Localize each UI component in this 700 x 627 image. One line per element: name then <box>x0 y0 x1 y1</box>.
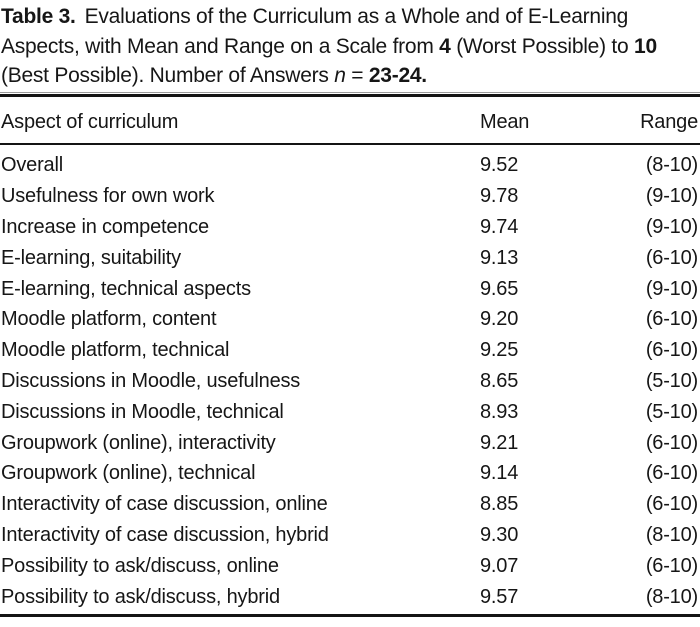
caption-line-3: (Best Possible). Number of Answers n = 2… <box>1 61 700 91</box>
mean-cell: 9.78 <box>480 185 519 208</box>
aspect-cell: Possibility to ask/discuss, hybrid <box>1 585 280 608</box>
range-cell: (8-10) <box>645 585 698 608</box>
mean-cell: 8.93 <box>480 400 519 423</box>
range-cell: (9-10) <box>645 215 698 238</box>
evaluations-table: Aspect of curriculum Mean Range Overall … <box>0 97 700 618</box>
table-row: Overall 9.52 (8-10) <box>0 151 700 182</box>
mean-cell: 9.21 <box>480 431 519 454</box>
aspect-cell: Increase in competence <box>1 215 209 238</box>
table-row: Groupwork (online), technical 9.14 (6-10… <box>0 458 700 489</box>
aspect-cell: E-learning, suitability <box>1 246 181 269</box>
aspect-cell: Interactivity of case discussion, hybrid <box>1 523 329 546</box>
table-row: Discussions in Moodle, technical 8.93 (5… <box>0 397 700 428</box>
mean-cell: 9.07 <box>480 554 519 577</box>
caption-line-1: Table 3. Evaluations of the Curriculum as… <box>1 2 700 32</box>
range-cell: (5-10) <box>645 400 698 423</box>
aspect-cell: Possibility to ask/discuss, online <box>1 554 279 577</box>
range-cell: (6-10) <box>645 308 698 331</box>
aspect-cell: Moodle platform, content <box>1 308 217 331</box>
mean-cell: 9.52 <box>480 154 519 177</box>
table-row: Interactivity of case discussion, hybrid… <box>0 520 700 551</box>
caption-n-variable: n <box>334 64 346 87</box>
mean-cell: 9.74 <box>480 215 519 238</box>
caption-scale-min: 4 <box>439 34 451 58</box>
range-cell: (8-10) <box>645 523 698 546</box>
mean-cell: 9.25 <box>480 339 519 362</box>
caption-line2-mid: (Worst Possible) to <box>450 34 635 58</box>
mean-cell: 9.65 <box>480 277 519 300</box>
table-row: Moodle platform, technical 9.25 (6-10) <box>0 335 700 366</box>
table-row: Usefulness for own work 9.78 (9-10) <box>0 181 700 212</box>
mean-cell: 8.65 <box>480 369 519 392</box>
aspect-cell: Groupwork (online), interactivity <box>1 431 276 454</box>
caption-line1-text: Evaluations of the Curriculum as a Whole… <box>84 5 629 28</box>
mean-cell: 9.30 <box>480 523 519 546</box>
aspect-cell: Groupwork (online), technical <box>1 462 256 485</box>
range-cell: (6-10) <box>645 493 698 516</box>
aspect-cell: Moodle platform, technical <box>1 339 230 362</box>
table-header-row: Aspect of curriculum Mean Range <box>0 97 700 145</box>
caption-equals: = <box>345 64 369 87</box>
table-row: E-learning, suitability 9.13 (6-10) <box>0 243 700 274</box>
mean-cell: 9.57 <box>480 585 519 608</box>
caption-n-value: 23-24. <box>368 64 427 87</box>
table-top-thick-rule <box>0 93 700 97</box>
table-row: Groupwork (online), interactivity 9.21 (… <box>0 428 700 459</box>
table-caption: Table 3. Evaluations of the Curriculum as… <box>0 0 700 91</box>
range-cell: (8-10) <box>645 154 698 177</box>
range-cell: (5-10) <box>645 369 698 392</box>
range-cell: (9-10) <box>645 277 698 300</box>
caption-table-number: Table 3. <box>1 5 76 28</box>
caption-line2-text: Aspects, with Mean and Range on a Scale … <box>1 34 440 58</box>
aspect-cell: Discussions in Moodle, usefulness <box>1 369 301 392</box>
table-row: Possibility to ask/discuss, online 9.07 … <box>0 551 700 582</box>
table-bottom-rule <box>0 614 700 618</box>
table-body: Overall 9.52 (8-10) Usefulness for own w… <box>0 145 700 613</box>
mean-cell: 9.13 <box>480 246 519 269</box>
aspect-cell: Overall <box>1 154 63 177</box>
table-row: Moodle platform, content 9.20 (6-10) <box>0 304 700 335</box>
range-cell: (6-10) <box>645 339 698 362</box>
caption-line3-text: (Best Possible). Number of Answers <box>1 64 335 87</box>
range-cell: (6-10) <box>645 431 698 454</box>
aspect-cell: E-learning, technical aspects <box>1 277 251 300</box>
aspect-cell: Interactivity of case discussion, online <box>1 493 328 516</box>
column-header-range: Range <box>640 110 698 133</box>
column-header-aspect: Aspect of curriculum <box>1 110 179 133</box>
range-cell: (6-10) <box>645 554 698 577</box>
range-cell: (6-10) <box>645 462 698 485</box>
table-row: Discussions in Moodle, usefulness 8.65 (… <box>0 366 700 397</box>
table-row: Increase in competence 9.74 (9-10) <box>0 212 700 243</box>
aspect-cell: Discussions in Moodle, technical <box>1 400 284 423</box>
mean-cell: 8.85 <box>480 493 519 516</box>
range-cell: (9-10) <box>645 185 698 208</box>
table-row: Possibility to ask/discuss, hybrid 9.57 … <box>0 582 700 613</box>
aspect-cell: Usefulness for own work <box>1 185 215 208</box>
column-header-mean: Mean <box>480 110 530 133</box>
range-cell: (6-10) <box>645 246 698 269</box>
mean-cell: 9.20 <box>480 308 519 331</box>
table-row: Interactivity of case discussion, online… <box>0 489 700 520</box>
table-top-thin-rule <box>0 91 700 93</box>
mean-cell: 9.14 <box>480 462 519 485</box>
caption-scale-max: 10 <box>634 34 657 58</box>
caption-line-2: Aspects, with Mean and Range on a Scale … <box>1 32 700 62</box>
table-row: E-learning, technical aspects 9.65 (9-10… <box>0 274 700 305</box>
